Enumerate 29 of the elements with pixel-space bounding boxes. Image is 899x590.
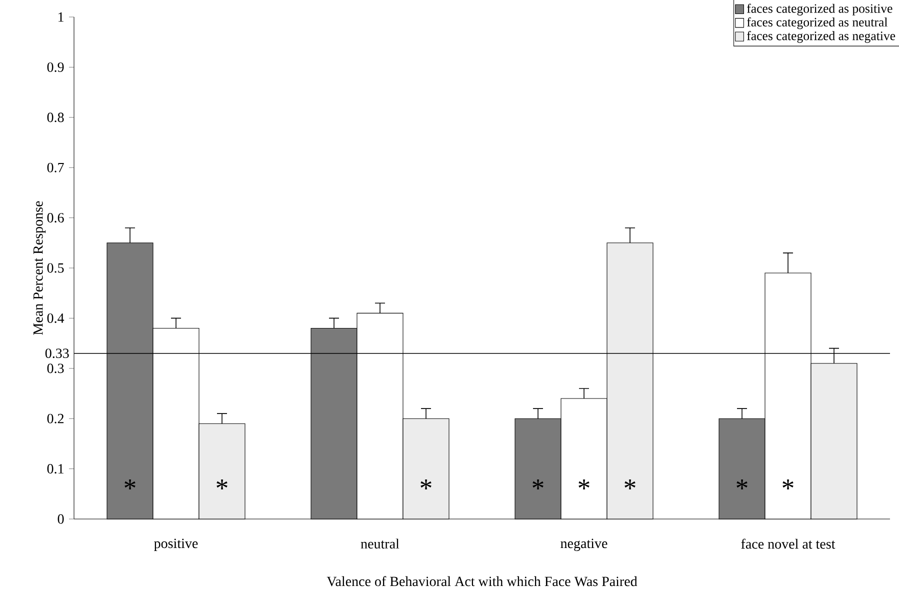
y-tick-label: 0.2 [47,414,64,424]
y-tick-label: 0.6 [47,213,64,223]
y-tick-label: 0.5 [47,263,64,273]
x-tick-label: positive [154,538,198,551]
data-label: * [782,480,794,490]
data-label: * [578,480,590,490]
data-label: * [420,480,432,490]
data-label: * [532,480,544,490]
y-axis-title: Mean Percent Response [34,201,46,335]
legend-label: faces categorized as negative [747,31,896,43]
legend-label: faces categorized as neutral [747,17,888,30]
data-label: * [736,480,748,490]
y-tick-label: 0.9 [47,62,64,72]
data-label: * [624,480,636,490]
x-tick-label: negative [560,538,608,551]
y-tick-label: 0.7 [47,162,64,172]
legend-label: faces categorized as positive [747,4,892,16]
y-tick-label: 0 [58,514,64,524]
data-label: * [216,480,228,490]
y-tick-label: 0.4 [47,313,64,323]
x-axis-title: Valence of Behavioral Act with which Face Was Paired [326,576,638,586]
y-tick-label: 1 [58,12,64,22]
y-tick-label: 0.8 [47,112,64,122]
x-tick-label: neutral [360,538,400,549]
ref-line-label: 0.33 [45,348,69,358]
y-tick-label: 0.1 [47,464,64,474]
y-tick-label: 0.3 [47,364,64,374]
x-tick-label: face novel at test [741,538,836,549]
data-label: * [124,480,136,490]
